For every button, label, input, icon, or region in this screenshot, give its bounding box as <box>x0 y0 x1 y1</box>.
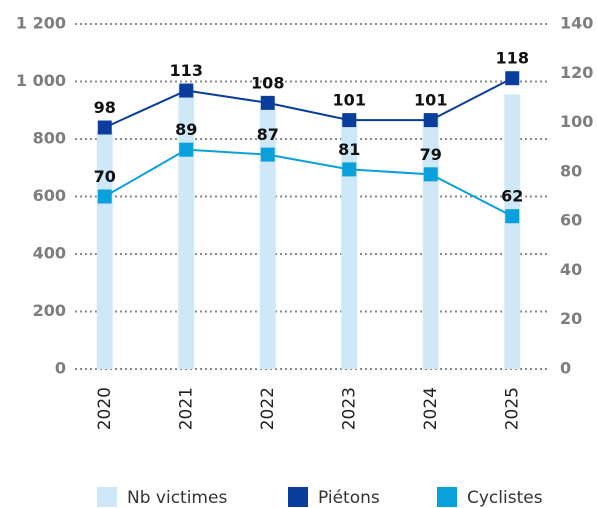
y-tick-label: 600 <box>33 186 66 205</box>
marker <box>97 120 112 135</box>
y2-tick-label: 80 <box>560 161 582 180</box>
marker <box>97 189 112 204</box>
data-label: 101 <box>414 91 447 110</box>
y2-tick-label: 20 <box>560 309 582 328</box>
x-tick-label: 2024 <box>421 387 441 430</box>
marker <box>342 113 357 128</box>
marker <box>423 167 438 182</box>
bar <box>259 108 276 369</box>
y-tick-label: 400 <box>33 244 66 263</box>
marker <box>179 142 194 157</box>
legend-label: Piétons <box>318 488 380 508</box>
legend-label: Nb victimes <box>127 488 227 508</box>
y-tick-label: 1 200 <box>16 14 66 33</box>
legend-swatch <box>437 487 457 507</box>
marker <box>505 209 520 224</box>
data-label: 81 <box>338 140 360 159</box>
y2-tick-label: 100 <box>560 112 593 131</box>
x-tick-label: 2021 <box>176 387 196 430</box>
y2-tick-label: 120 <box>560 63 593 82</box>
marker <box>260 95 275 110</box>
line <box>104 77 513 129</box>
data-label: 118 <box>496 49 529 68</box>
y2-tick-label: 140 <box>560 14 593 33</box>
data-label: 113 <box>170 61 203 80</box>
x-tick-label: 2023 <box>339 387 359 430</box>
bar <box>341 116 358 369</box>
marker <box>179 83 194 98</box>
data-label: 108 <box>251 73 284 92</box>
line <box>104 148 513 218</box>
x-tick-label: 2020 <box>95 387 115 430</box>
y-tick-label: 0 <box>55 359 66 378</box>
legend-swatch <box>288 487 308 507</box>
data-label: 101 <box>333 91 366 110</box>
marker <box>342 162 357 177</box>
marker <box>260 147 275 162</box>
data-label: 89 <box>175 120 197 139</box>
data-label: 79 <box>420 145 442 164</box>
legend-label: Cyclistes <box>467 488 543 508</box>
bar <box>504 94 521 369</box>
data-label: 87 <box>257 125 279 144</box>
data-label: 62 <box>501 187 523 206</box>
y2-tick-label: 60 <box>560 211 582 230</box>
y-tick-label: 800 <box>33 129 66 148</box>
y-tick-label: 200 <box>33 301 66 320</box>
y-tick-label: 1 000 <box>16 71 66 90</box>
x-tick-label: 2025 <box>502 387 522 430</box>
y2-tick-label: 40 <box>560 260 582 279</box>
data-label: 98 <box>94 98 116 117</box>
data-label: 70 <box>94 167 116 186</box>
marker <box>505 71 520 86</box>
x-tick-label: 2022 <box>258 387 278 430</box>
y2-tick-label: 0 <box>560 359 571 378</box>
marker <box>423 113 438 128</box>
legend-swatch <box>97 487 117 507</box>
